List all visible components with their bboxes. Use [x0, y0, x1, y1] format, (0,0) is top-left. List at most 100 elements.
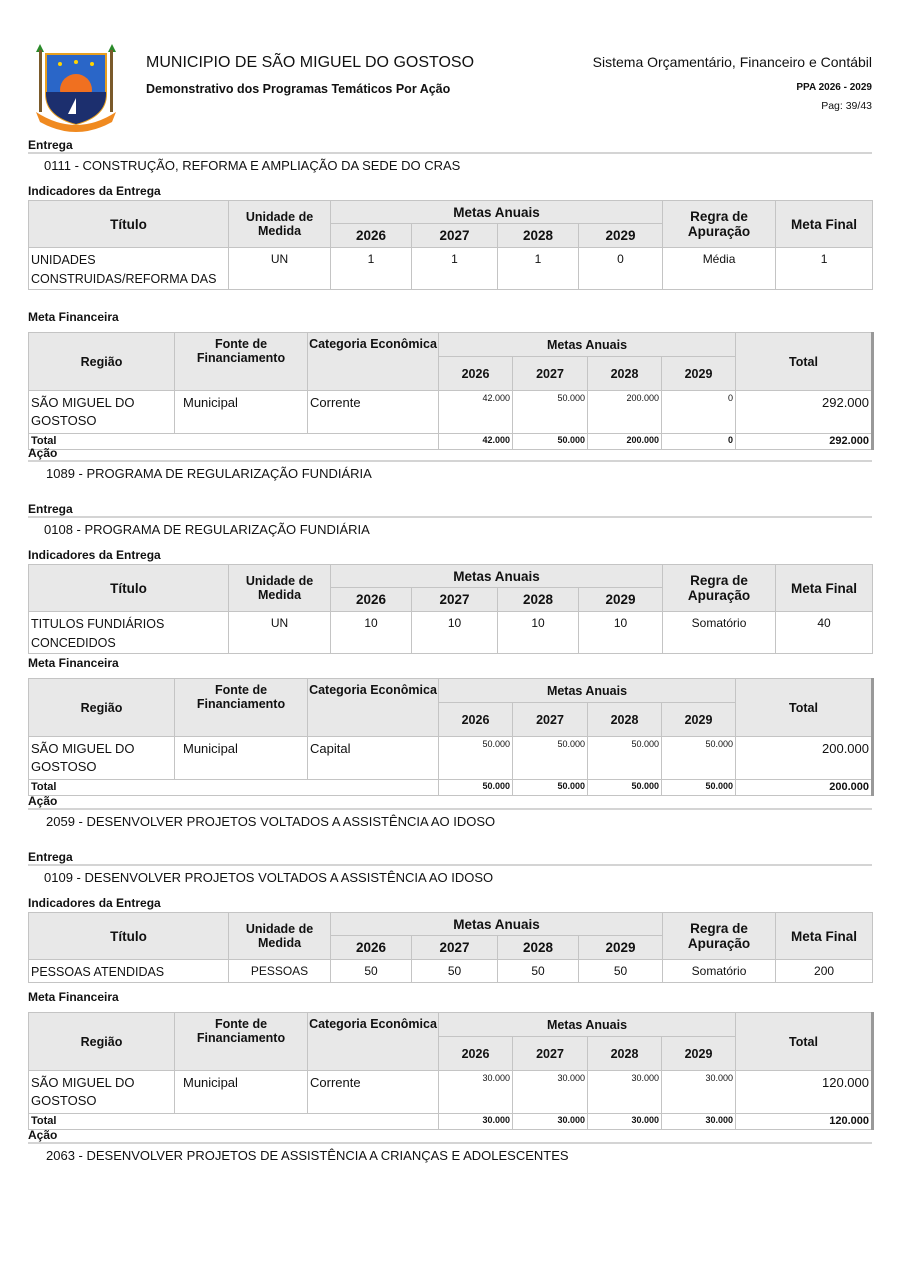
acao-label: Ação	[28, 794, 58, 808]
header-meta-final: Meta Final	[775, 200, 874, 248]
header-year: 2028	[587, 702, 662, 737]
regiao: SÃO MIGUEL DO GOSTOSO	[28, 390, 175, 434]
header-metas-anuais: Metas Anuais	[329, 912, 664, 936]
indicador-titulo: TITULOS FUNDIÁRIOS CONCEDIDOS	[28, 611, 229, 654]
meta-year-value: 50.000	[661, 736, 736, 780]
header-categoria: Categoria Econômica	[307, 1012, 439, 1071]
meta-year: 50	[330, 959, 412, 983]
meta-final: 200	[775, 959, 874, 983]
acao-label: Ação	[28, 446, 58, 460]
table-row: SÃO MIGUEL DO GOSTOSO Municipal Capital 50.…	[28, 736, 873, 780]
row-total: 200.000	[735, 736, 873, 780]
header-year: 2029	[661, 702, 736, 737]
table-row: TITULOS FUNDIÁRIOS CONCEDIDOS UN 10 10 10 10 S…	[28, 611, 874, 654]
meta-financeira-table: Região Fonte de Financiamento Categoria …	[28, 1012, 874, 1130]
acao-title: 2063 - DESENVOLVER PROJETOS DE ASSISTÊNC…	[46, 1148, 569, 1163]
header-year: 2028	[587, 356, 662, 391]
table-row: SÃO MIGUEL DO GOSTOSO Municipal Corrente 30…	[28, 1070, 873, 1114]
unidade: UN	[228, 611, 331, 654]
total-year-value: 200.000	[587, 433, 662, 450]
header-year: 2027	[512, 356, 588, 391]
total-year-value: 0	[661, 433, 736, 450]
indicadores-table: Título Unidade de Medida Metas Anuais Re…	[28, 912, 874, 983]
header-year: 2026	[438, 702, 513, 737]
header-fonte: Fonte de Financiamento	[174, 1012, 308, 1071]
grand-total: 120.000	[735, 1113, 873, 1130]
total-year-value: 30.000	[587, 1113, 662, 1130]
entrega-label: Entrega	[28, 138, 73, 152]
meta-financeira-table: Região Fonte de Financiamento Categoria …	[28, 678, 874, 796]
ppa-period: PPA 2026 - 2029	[796, 82, 872, 93]
table-row: SÃO MIGUEL DO GOSTOSO Municipal Corrente 42…	[28, 390, 873, 434]
system-name: Sistema Orçamentário, Financeiro e Contá…	[592, 54, 872, 70]
total-year-value: 42.000	[438, 433, 513, 450]
indicador-titulo: UNIDADES CONSTRUIDAS/REFORMA DAS	[28, 247, 229, 290]
meta-year-value: 50.000	[512, 390, 588, 434]
total-year-value: 50.000	[512, 779, 588, 796]
meta-year-value: 200.000	[587, 390, 662, 434]
meta-year: 50	[577, 959, 664, 983]
meta-year: 0	[577, 247, 664, 290]
header-fonte: Fonte de Financiamento	[174, 678, 308, 737]
section-divider	[28, 1142, 872, 1144]
meta-year-value: 30.000	[661, 1070, 736, 1114]
header-year: 2027	[411, 223, 498, 248]
section-divider	[28, 460, 872, 462]
indicadores-label: Indicadores da Entrega	[28, 184, 161, 198]
header-year: 2026	[330, 587, 412, 612]
entrega-title: 0109 - DESENVOLVER PROJETOS VOLTADOS A A…	[44, 870, 494, 885]
fonte: Municipal	[174, 1070, 308, 1114]
regiao: SÃO MIGUEL DO GOSTOSO	[28, 736, 175, 780]
header-year: 2028	[587, 1036, 662, 1071]
grand-total: 292.000	[735, 433, 873, 450]
section-divider	[28, 864, 872, 866]
header-regiao: Região	[28, 332, 175, 391]
fonte: Municipal	[174, 736, 308, 780]
header-regra: Regra de Apuração	[662, 564, 777, 612]
header-meta-final: Meta Final	[775, 912, 874, 960]
total-label: Total	[28, 433, 439, 450]
row-total: 120.000	[735, 1070, 873, 1114]
indicadores-label: Indicadores da Entrega	[28, 548, 161, 562]
total-year-value: 30.000	[438, 1113, 513, 1130]
header-unidade: Unidade de Medida	[228, 912, 331, 960]
municipal-coat-of-arms-logo	[36, 44, 116, 132]
meta-financeira-label: Meta Financeira	[28, 310, 119, 324]
total-row: Total 50.000 50.000 50.000 50.000 200.000	[28, 779, 873, 796]
header-metas-anuais: Metas Anuais	[438, 332, 736, 357]
header-year: 2029	[577, 935, 664, 960]
meta-year: 1	[411, 247, 498, 290]
header-metas-anuais: Metas Anuais	[438, 1012, 736, 1037]
header-total: Total	[735, 678, 873, 737]
indicadores-table: Título Unidade de Medida Metas Anuais Re…	[28, 564, 874, 654]
municipality-name: MUNICIPIO DE SÃO MIGUEL DO GOSTOSO	[146, 54, 475, 71]
meta-year-value: 0	[661, 390, 736, 434]
meta-year: 10	[330, 611, 412, 654]
regra: Somatório	[662, 611, 777, 654]
header-regiao: Região	[28, 1012, 175, 1071]
categoria: Corrente	[307, 1070, 439, 1114]
section-divider	[28, 808, 872, 810]
header-year: 2027	[411, 935, 498, 960]
total-row: Total 42.000 50.000 200.000 0 292.000	[28, 433, 873, 450]
acao-label: Ação	[28, 1128, 58, 1142]
header-year: 2029	[661, 356, 736, 391]
total-year-value: 50.000	[512, 433, 588, 450]
header-metas-anuais: Metas Anuais	[329, 564, 664, 588]
section-divider	[28, 516, 872, 518]
header-year: 2028	[497, 587, 579, 612]
header-regiao: Região	[28, 678, 175, 737]
entrega-title: 0108 - PROGRAMA DE REGULARIZAÇÃO FUNDIÁR…	[44, 522, 370, 537]
indicadores-table: Título Unidade de Medida Metas Anuais Re…	[28, 200, 874, 290]
total-row: Total 30.000 30.000 30.000 30.000 120.000	[28, 1113, 873, 1130]
unidade: UN	[228, 247, 331, 290]
categoria: Capital	[307, 736, 439, 780]
total-label: Total	[28, 779, 439, 796]
indicadores-label: Indicadores da Entrega	[28, 896, 161, 910]
header-year: 2029	[577, 223, 664, 248]
meta-year-value: 30.000	[512, 1070, 588, 1114]
meta-year: 10	[411, 611, 498, 654]
header-unidade: Unidade de Medida	[228, 200, 331, 248]
meta-year: 50	[411, 959, 498, 983]
header-year: 2026	[330, 223, 412, 248]
